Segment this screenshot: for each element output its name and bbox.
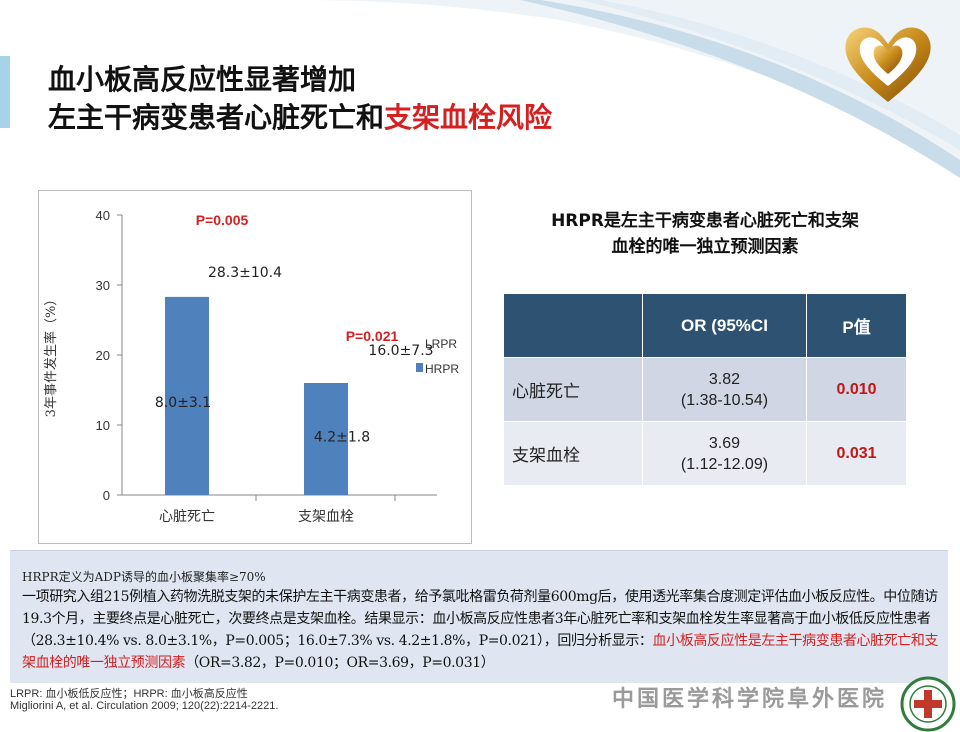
y-tick-label: 0	[103, 488, 110, 503]
table-header-row: OR (95%CI P值	[503, 293, 907, 358]
data-label-lrpr: 8.0±3.1	[155, 395, 211, 411]
bar-hrpr	[304, 383, 348, 495]
study-summary: 一项研究入组215例植入药物洗脱支架的未保护左主干病变患者，给予氯吡格雷负荷剂量…	[22, 586, 944, 674]
or-value: 3.69	[708, 434, 741, 452]
y-tick-label: 30	[96, 278, 110, 293]
abbreviations: LRPR: 血小板低反应性；HRPR: 血小板高反应性	[10, 688, 248, 700]
or-ci: (1.12-12.09)	[680, 455, 769, 473]
p-value-label: P=0.005	[196, 212, 249, 228]
hospital-emblem-icon	[900, 676, 956, 732]
x-tick-label: 心脏死亡	[159, 509, 215, 525]
page-title-line-2: 左主干病变患者心脏死亡和支架血栓风险	[48, 96, 552, 136]
p-value-label: P=0.021	[346, 328, 399, 344]
table-header-or: OR (95%CI	[641, 293, 808, 358]
row-name: 心脏死亡	[503, 357, 643, 422]
x-tick-label: 支架血栓	[298, 509, 354, 525]
hrpr-heading: HRPR是左主干病变患者心脏死亡和支架 血栓的唯一独立预测因素	[505, 208, 905, 260]
y-tick-label: 20	[96, 348, 110, 363]
hrpr-heading-line-2: 血栓的唯一独立预测因素	[611, 237, 799, 257]
table-row: 心脏死亡 3.82 (1.38-10.54) 0.010	[503, 357, 907, 422]
page-title-line-1: 血小板高反应性显著增加	[48, 63, 357, 96]
table-header-p: P值	[806, 293, 907, 358]
study-summary-tail: （OR=3.82，P=0.010；OR=3.69，P=0.031）	[185, 655, 495, 671]
data-label-hrpr: 16.0±7.3	[368, 343, 433, 359]
legend-label-lrpr: LRPR	[425, 337, 457, 351]
y-tick-label: 10	[96, 418, 110, 433]
hrpr-heading-line-1: HRPR是左主干病变患者心脏死亡和支架	[551, 211, 859, 231]
title-line-2-red: 支架血栓风险	[384, 101, 553, 134]
data-label-lrpr: 4.2±1.8	[314, 430, 370, 446]
or-table: OR (95%CI P值 心脏死亡 3.82 (1.38-10.54) 0.010…	[503, 293, 907, 486]
legend-label-hrpr: HRPR	[425, 362, 459, 376]
hospital-name: 中国医学科学院阜外医院	[612, 686, 888, 712]
summary-box	[10, 550, 948, 683]
bar-chart-frame: 0 10 20 30 40 3年事件发生率（%） 心脏死亡 支架血栓 P=0.005 P=0.02…	[38, 190, 472, 544]
title-line-2-black: 左主干病变患者心脏死亡和	[48, 101, 385, 134]
row-p-value: 0.010	[806, 357, 907, 422]
row-or: 3.82 (1.38-10.54)	[641, 357, 808, 422]
row-or: 3.69 (1.12-12.09)	[641, 421, 808, 486]
title-accent-bar	[0, 56, 10, 128]
y-axis-label: 3年事件发生率（%）	[43, 293, 59, 418]
legend-swatch-hrpr	[416, 363, 423, 372]
study-summary-text: 一项研究入组215例植入药物洗脱支架的未保护左主干病变患者，给予氯吡格雷负荷剂量…	[22, 589, 938, 649]
table-row: 支架血栓 3.69 (1.12-12.09) 0.031	[503, 421, 907, 486]
citation: Migliorini A, et al. Circulation 2009; 1…	[10, 700, 279, 712]
bar-hrpr	[165, 296, 209, 495]
study-conclusion: 血小板高反应性是左主干病变患者心脏死亡和支架血栓的唯一独立预测因素	[22, 633, 939, 671]
y-tick-label: 40	[96, 208, 110, 223]
bar-chart: 0 10 20 30 40 3年事件发生率（%） 心脏死亡 支架血栓 P=0.005 P=0.02…	[43, 208, 459, 525]
data-label-hrpr: 28.3±10.4	[208, 265, 282, 281]
or-ci: (1.38-10.54)	[680, 391, 769, 409]
or-value: 3.82	[708, 370, 741, 388]
heart-logo-icon	[845, 27, 931, 102]
header-swoosh	[0, 0, 960, 178]
table-header-blank	[503, 293, 643, 358]
row-p-value: 0.031	[806, 421, 907, 486]
hrpr-definition: HRPR定义为ADP诱导的血小板聚集率≥70%	[22, 570, 266, 584]
row-name: 支架血栓	[503, 421, 643, 486]
